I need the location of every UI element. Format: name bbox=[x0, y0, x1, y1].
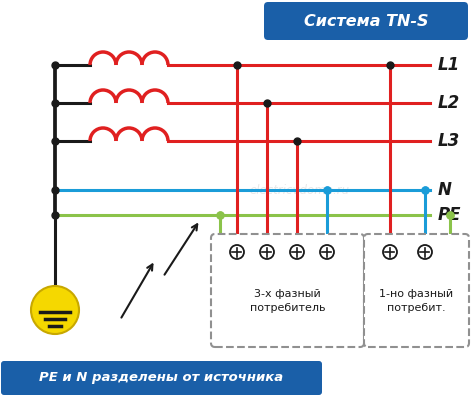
Text: PE и N разделены от источника: PE и N разделены от источника bbox=[39, 371, 283, 385]
Circle shape bbox=[260, 245, 274, 259]
FancyBboxPatch shape bbox=[364, 234, 469, 347]
Circle shape bbox=[383, 245, 397, 259]
Circle shape bbox=[31, 286, 79, 334]
Text: L2: L2 bbox=[438, 94, 460, 112]
FancyBboxPatch shape bbox=[211, 234, 364, 347]
Circle shape bbox=[418, 245, 432, 259]
Text: L1: L1 bbox=[438, 56, 460, 74]
Text: 3-х фазный
потребитель: 3-х фазный потребитель bbox=[250, 289, 325, 313]
Text: electricvdome.ru: electricvdome.ru bbox=[250, 184, 350, 196]
Circle shape bbox=[320, 245, 334, 259]
Text: L3: L3 bbox=[438, 132, 460, 150]
Text: Система TN-S: Система TN-S bbox=[304, 14, 428, 28]
Circle shape bbox=[230, 245, 244, 259]
FancyBboxPatch shape bbox=[264, 2, 468, 40]
Text: 1-но фазный
потребит.: 1-но фазный потребит. bbox=[380, 289, 454, 313]
Circle shape bbox=[290, 245, 304, 259]
FancyBboxPatch shape bbox=[1, 361, 322, 395]
Text: N: N bbox=[438, 181, 452, 199]
Text: PE: PE bbox=[438, 206, 462, 224]
